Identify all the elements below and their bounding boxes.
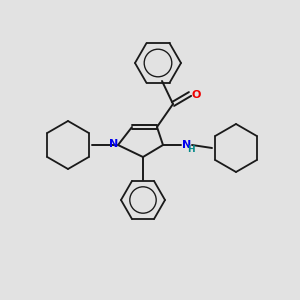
Text: H: H <box>187 146 195 154</box>
Text: N: N <box>182 140 192 150</box>
Text: O: O <box>191 90 201 100</box>
Text: N: N <box>110 139 118 149</box>
